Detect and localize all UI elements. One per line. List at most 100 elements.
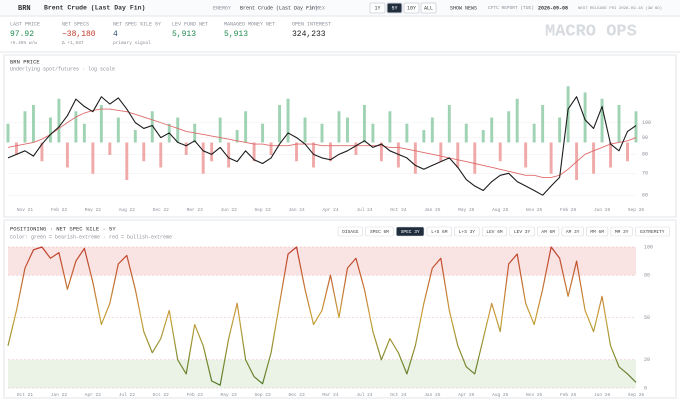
mode-button[interactable] bbox=[610, 226, 633, 237]
mode-button[interactable] bbox=[509, 226, 535, 237]
price-panel bbox=[3, 54, 677, 218]
stat-value: −38,180 bbox=[62, 30, 96, 39]
flow-bar bbox=[227, 142, 231, 168]
stat-label: NET SPEC %ILE 5Y bbox=[113, 21, 161, 27]
mode-button[interactable] bbox=[395, 226, 425, 237]
range-label: 1Y bbox=[374, 5, 380, 11]
x-tick-label: May 23 bbox=[221, 392, 238, 398]
mode-button[interactable] bbox=[537, 226, 560, 237]
flow-bar bbox=[261, 123, 265, 143]
mode-button[interactable] bbox=[481, 226, 508, 237]
x-tick-label: Dec 22 bbox=[153, 207, 170, 213]
flow-bar bbox=[15, 142, 18, 155]
flow-bar bbox=[150, 111, 154, 143]
percentile-line bbox=[7, 246, 637, 386]
flow-bar bbox=[413, 142, 417, 174]
mode-button[interactable] bbox=[426, 226, 452, 237]
y-tick-label: 50 bbox=[644, 315, 650, 321]
range-button[interactable] bbox=[386, 2, 403, 14]
flow-bar bbox=[532, 123, 536, 143]
y-tick-label: 100 bbox=[642, 120, 651, 126]
flow-bar bbox=[481, 130, 485, 143]
mode-button[interactable] bbox=[586, 226, 609, 237]
x-tick-label: Mar 24 bbox=[322, 392, 339, 398]
mode-button[interactable] bbox=[635, 226, 670, 237]
flow-bar bbox=[430, 117, 434, 143]
mode-label: L+S 6M bbox=[431, 229, 448, 235]
panel-title: POSITIONING · NET SPEC %ILE · 5Y bbox=[10, 225, 116, 232]
flow-bar bbox=[176, 117, 180, 143]
flow-bar bbox=[133, 130, 137, 143]
stat-sub: Δ +1,587 bbox=[62, 40, 84, 46]
stat-value: 4 bbox=[113, 30, 118, 39]
flow-bar bbox=[473, 142, 477, 174]
flow-bar bbox=[362, 105, 366, 143]
flow-bar bbox=[286, 98, 290, 143]
mode-label: SPEC 3Y bbox=[401, 229, 420, 235]
x-tick-label: Feb 26 bbox=[560, 392, 577, 398]
x-tick-label: Jan 25 bbox=[424, 392, 441, 398]
mode-label: LEV 3Y bbox=[514, 229, 531, 235]
mode-label: EXTREMITY bbox=[640, 229, 665, 235]
flow-bar bbox=[388, 111, 392, 143]
range-label: ALL bbox=[424, 5, 433, 11]
contract: Brent Crude (Last Day Fin) bbox=[240, 5, 318, 11]
range-button[interactable] bbox=[369, 2, 386, 14]
x-tick-label: Nov 21 bbox=[17, 207, 34, 213]
x-tick-label: Dec 23 bbox=[288, 392, 305, 398]
mode-button[interactable] bbox=[454, 226, 480, 237]
x-tick-label: Jun 23 bbox=[221, 207, 238, 213]
flow-bar bbox=[507, 111, 511, 143]
x-tick-label: Sep 23 bbox=[254, 392, 271, 398]
x-tick-label: Sep 23 bbox=[254, 207, 271, 213]
flow-bar bbox=[23, 111, 27, 143]
flow-bar bbox=[312, 142, 315, 168]
mode-button[interactable] bbox=[365, 226, 394, 237]
stat-label: NET SPECS bbox=[62, 21, 89, 27]
stat-sub: +5.45% w/w bbox=[10, 40, 37, 46]
stat-value: 324,233 bbox=[292, 30, 326, 39]
x-tick-label: Feb 22 bbox=[51, 207, 68, 213]
mode-button[interactable] bbox=[561, 226, 584, 237]
stat-label: MANAGED MONEY NET bbox=[224, 21, 275, 27]
x-tick-label: Aug 25 bbox=[492, 392, 509, 398]
x-tick-label: May 22 bbox=[85, 207, 102, 213]
y-tick-label: 90 bbox=[642, 135, 648, 141]
x-tick-label: Oct 24 bbox=[390, 207, 407, 213]
flow-bar bbox=[600, 98, 604, 143]
news-toggle[interactable]: SHOW NEWS bbox=[450, 5, 477, 11]
stat-value: 5,913 bbox=[224, 30, 248, 39]
flow-bar bbox=[345, 117, 349, 143]
flow-bar bbox=[218, 117, 222, 143]
x-tick-label: Sep 26 bbox=[628, 207, 645, 213]
x-tick-label: May 25 bbox=[458, 207, 475, 213]
report-label: CFTC REPORT (TUE) bbox=[488, 5, 534, 11]
range-label: 10Y bbox=[407, 5, 416, 11]
mode-button[interactable] bbox=[337, 226, 363, 237]
flow-bar bbox=[116, 117, 120, 143]
mode-label: DISAGG bbox=[342, 229, 359, 235]
mode-label: MM 3Y bbox=[615, 229, 629, 235]
flow-bar bbox=[269, 142, 273, 155]
panel-subtitle: Underlying spot/futures · log scale bbox=[10, 66, 115, 72]
x-tick-label: Aug 25 bbox=[492, 207, 509, 213]
instrument-name: Brent Crude (Last Day Fin) bbox=[44, 5, 145, 12]
x-tick-label: Aug 22 bbox=[119, 207, 136, 213]
flow-bar bbox=[583, 92, 587, 143]
panel-subtitle: Color: green = bearish-extreme · red = b… bbox=[10, 234, 172, 240]
top-bar bbox=[0, 0, 680, 16]
price-line bbox=[7, 96, 637, 196]
positioning-panel bbox=[3, 219, 677, 399]
flow-bar bbox=[634, 111, 638, 143]
flow-bar bbox=[235, 130, 239, 143]
flow-bar bbox=[57, 98, 61, 143]
y-tick-label: 0 bbox=[644, 385, 647, 391]
x-tick-label: Oct 22 bbox=[153, 392, 170, 398]
flow-bar bbox=[549, 142, 553, 174]
flow-bar bbox=[524, 142, 528, 168]
range-button[interactable] bbox=[420, 2, 437, 14]
mode-label: L+S 3Y bbox=[459, 229, 476, 235]
flow-bar bbox=[490, 117, 494, 143]
y-tick-label: 20 bbox=[644, 357, 650, 363]
range-button[interactable] bbox=[403, 2, 420, 14]
